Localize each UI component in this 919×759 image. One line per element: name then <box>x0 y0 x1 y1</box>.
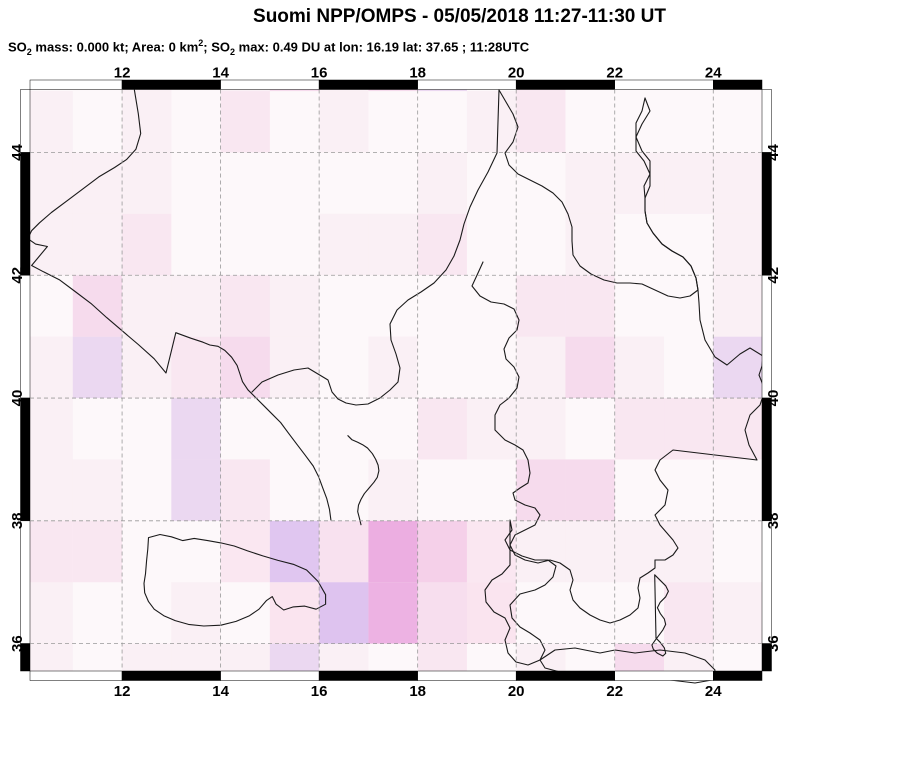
svg-text:42: 42 <box>765 267 782 284</box>
svg-text:22: 22 <box>606 683 623 700</box>
svg-text:44: 44 <box>9 143 26 160</box>
svg-text:20: 20 <box>508 65 525 82</box>
svg-text:14: 14 <box>212 683 229 700</box>
svg-text:20: 20 <box>508 683 525 700</box>
svg-text:12: 12 <box>114 65 131 82</box>
svg-text:38: 38 <box>9 512 26 529</box>
svg-text:38: 38 <box>765 512 782 529</box>
svg-text:40: 40 <box>9 390 26 407</box>
svg-text:44: 44 <box>765 143 782 160</box>
svg-text:18: 18 <box>409 683 426 700</box>
svg-text:40: 40 <box>765 390 782 407</box>
svg-text:22: 22 <box>606 65 623 82</box>
svg-text:18: 18 <box>409 65 426 82</box>
svg-text:36: 36 <box>9 635 26 652</box>
svg-text:16: 16 <box>311 683 328 700</box>
svg-text:14: 14 <box>212 65 229 82</box>
svg-text:42: 42 <box>9 267 26 284</box>
svg-text:36: 36 <box>765 635 782 652</box>
svg-text:24: 24 <box>705 65 722 82</box>
svg-text:16: 16 <box>311 65 328 82</box>
svg-text:12: 12 <box>114 683 131 700</box>
svg-text:24: 24 <box>705 683 722 700</box>
